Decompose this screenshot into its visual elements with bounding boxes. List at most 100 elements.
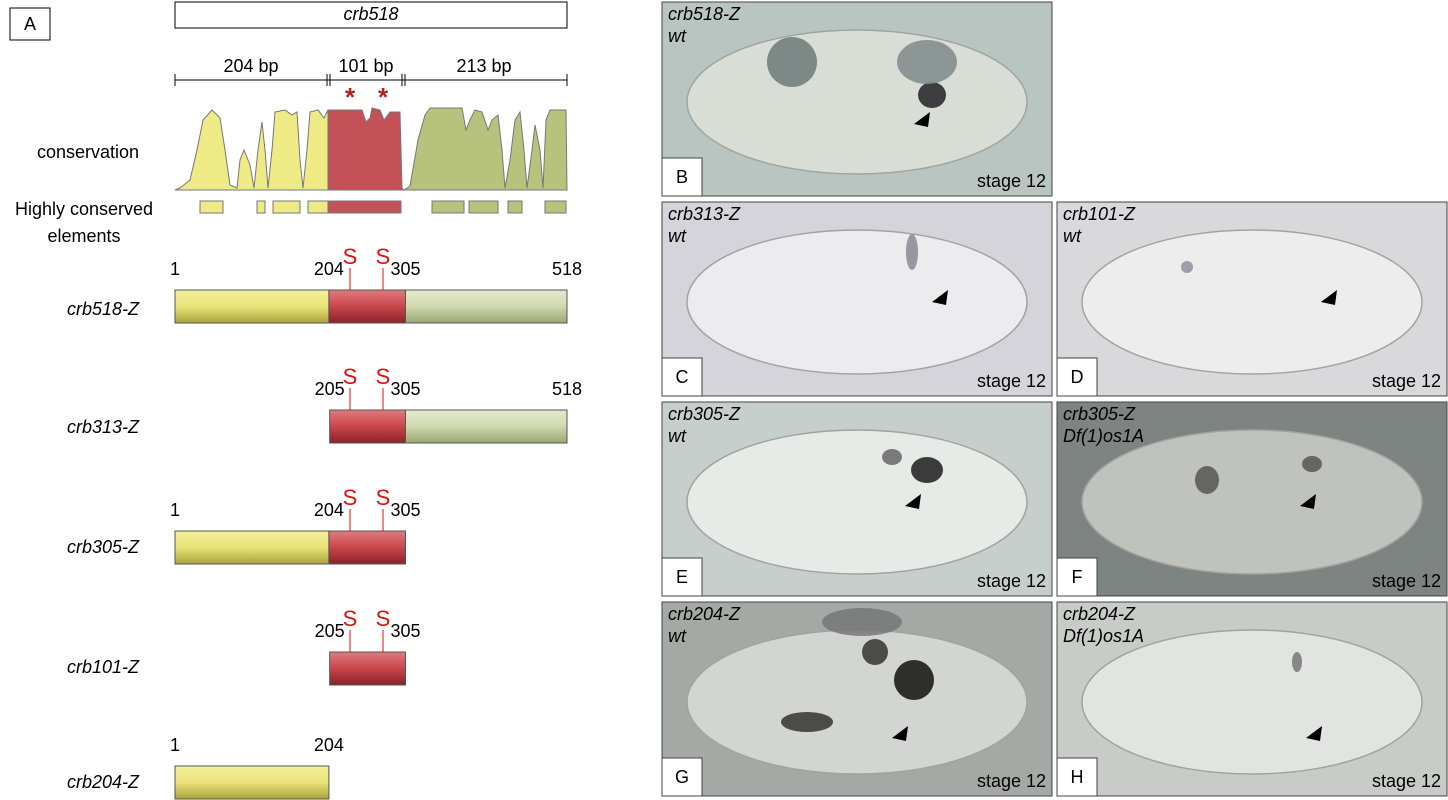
position-label: 205 (315, 621, 345, 641)
conservation-label: conservation (37, 142, 139, 162)
panel-label: C (676, 367, 689, 387)
construct-name: crb305-Z (67, 537, 140, 557)
position-label: 518 (552, 259, 582, 279)
stage: stage 12 (977, 771, 1046, 791)
stain (906, 234, 918, 270)
micrograph: crb204-Zwt G stage 12 (661, 601, 1053, 797)
stain (882, 449, 902, 465)
stage: stage 12 (1372, 571, 1441, 591)
position-label: 204 (314, 500, 344, 520)
position-label: 1 (170, 259, 180, 279)
arrowhead (914, 112, 930, 127)
ruler (174, 74, 568, 86)
stage: stage 12 (977, 571, 1046, 591)
stain (918, 82, 946, 108)
conserved-elements (199, 200, 567, 214)
panel-label: E (676, 567, 688, 587)
position-label: 305 (390, 500, 420, 520)
site-label: S (376, 364, 391, 389)
position-label: 305 (390, 259, 420, 279)
construct-name: crb305-Z (668, 404, 741, 424)
embryo (686, 429, 1028, 575)
arrowhead (1300, 494, 1316, 509)
arrowhead (932, 290, 948, 305)
stain (1195, 466, 1219, 494)
micrograph: crb101-Zwt D stage 12 (1056, 201, 1448, 397)
construct-name: crb204-Z (1063, 604, 1136, 624)
arrowhead (1321, 290, 1337, 305)
gene-name: crb518 (343, 4, 398, 24)
arrowhead (1306, 726, 1322, 741)
genotype: wt (668, 426, 687, 446)
construct-segment (174, 530, 330, 565)
site-label: S (376, 244, 391, 269)
genotype: Df(1)os1A (1063, 426, 1144, 446)
panel-label: D (1071, 367, 1084, 387)
stain (911, 457, 943, 483)
arrowhead (905, 494, 921, 509)
asterisk: * (378, 82, 389, 112)
construct-name: crb518-Z (67, 299, 140, 319)
stain (1181, 261, 1193, 273)
panel-label: H (1071, 767, 1084, 787)
micrograph: crb305-ZDf(1)os1A F stage 12 (1056, 401, 1448, 597)
position-label: 204 (314, 259, 344, 279)
micrograph: crb518-Zwt B stage 12 (661, 1, 1053, 197)
panel-label-box (1056, 557, 1098, 597)
panel-label: F (1072, 567, 1083, 587)
position-label: 1 (170, 500, 180, 520)
panel-label: B (676, 167, 688, 187)
genotype: Df(1)os1A (1063, 626, 1144, 646)
construct-name: crb101-Z (67, 657, 140, 677)
position-label: 518 (552, 379, 582, 399)
stage: stage 12 (1372, 771, 1441, 791)
position-label: 205 (315, 379, 345, 399)
segment-length: 101 bp (338, 56, 393, 76)
genotype: wt (668, 226, 687, 246)
embryo (686, 29, 1028, 175)
asterisk: * (345, 82, 356, 112)
construct-segment (404, 409, 568, 444)
embryo (686, 629, 1028, 775)
panel-label-box (661, 357, 703, 397)
construct-name: crb204-Z (668, 604, 741, 624)
construct-segment (404, 289, 568, 324)
site-label: S (343, 364, 358, 389)
arrowhead (892, 726, 908, 741)
stain (767, 37, 817, 87)
stain (897, 40, 957, 84)
gene-box (174, 1, 568, 29)
conservation-plot (174, 107, 568, 191)
construct-segment (328, 289, 406, 324)
construct-name: crb204-Z (67, 772, 140, 792)
construct-name: crb305-Z (1063, 404, 1136, 424)
segment-length: 213 bp (456, 56, 511, 76)
construct-name: crb313-Z (668, 204, 741, 224)
stage: stage 12 (977, 371, 1046, 391)
stain (781, 712, 833, 732)
genotype: wt (1063, 226, 1082, 246)
position-label: 305 (390, 621, 420, 641)
construct-name: crb313-Z (67, 417, 140, 437)
construct-name: crb518-Z (668, 4, 741, 24)
panel-label-box (9, 7, 51, 41)
site-label: S (343, 485, 358, 510)
position-label: 204 (314, 735, 344, 755)
site-label: S (343, 244, 358, 269)
position-label: 305 (390, 379, 420, 399)
genotype: wt (668, 626, 687, 646)
site-label: S (376, 485, 391, 510)
construct-segment (174, 289, 330, 324)
construct-segment (174, 765, 330, 800)
panel-label-box (661, 157, 703, 197)
genotype: wt (668, 26, 687, 46)
construct-name: crb101-Z (1063, 204, 1136, 224)
panel-label: G (675, 767, 689, 787)
stain (1292, 652, 1302, 672)
stain (822, 608, 902, 636)
stain (862, 639, 888, 665)
embryo (686, 229, 1028, 375)
construct-segment (329, 409, 406, 444)
stage: stage 12 (977, 171, 1046, 191)
